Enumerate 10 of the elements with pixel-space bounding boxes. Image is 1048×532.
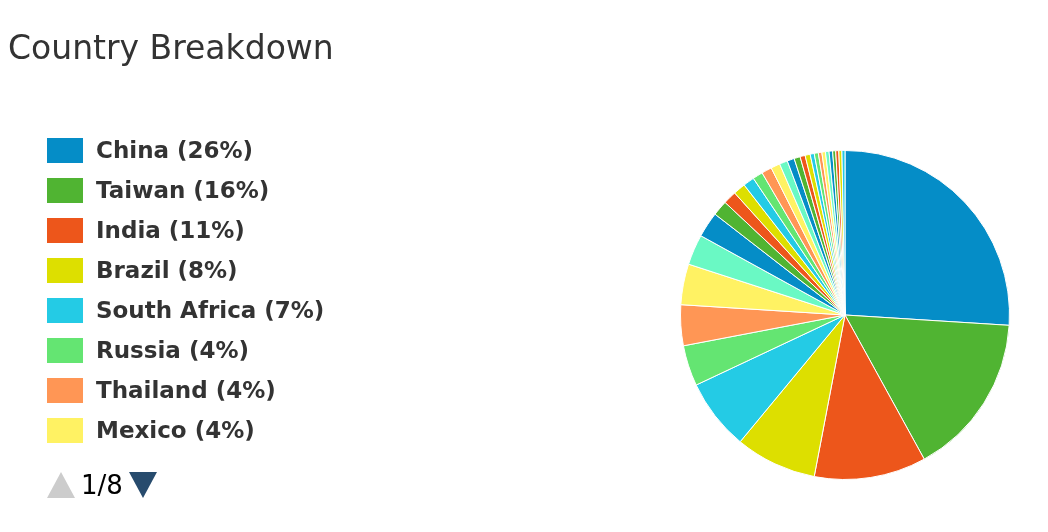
legend-label: India (11%) <box>96 217 245 243</box>
legend-label: Brazil (8%) <box>96 257 238 283</box>
legend-label: South Africa (7%) <box>96 297 325 323</box>
legend-label: China (26%) <box>96 137 254 163</box>
legend-label: Mexico (4%) <box>96 417 255 443</box>
legend-label: Thailand (4%) <box>96 377 276 403</box>
text: 1/8 <box>81 470 123 500</box>
legend-label: Taiwan (16%) <box>96 177 270 203</box>
legend-label: Russia (4%) <box>96 337 249 363</box>
chart-title: Country Breakdown <box>8 28 334 67</box>
